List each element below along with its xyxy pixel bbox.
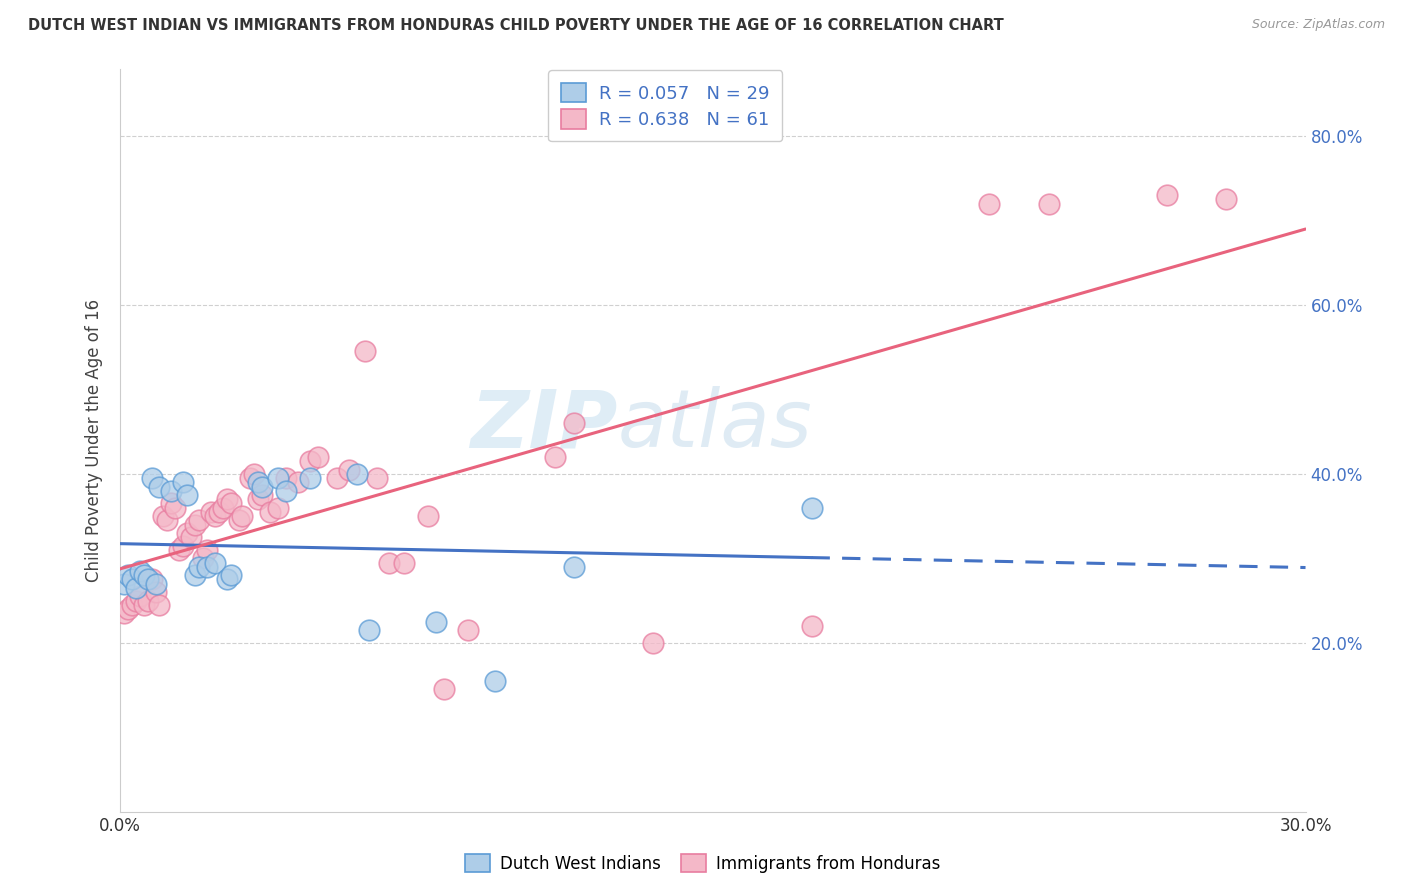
Point (247, 475, 270, 490)
Point (243, 467, 266, 481)
Point (160, 496, 183, 510)
Point (228, 513, 250, 527)
Point (484, 673, 506, 688)
Point (184, 568, 207, 582)
Point (425, 615, 447, 629)
Point (274, 483, 297, 498)
Point (125, 581, 148, 595)
Point (800, 619, 823, 633)
Point (145, 576, 167, 591)
Point (298, 471, 321, 485)
Point (643, 636, 665, 650)
Point (191, 551, 214, 566)
Point (176, 488, 198, 502)
Point (112, 607, 135, 621)
Text: atlas: atlas (617, 386, 813, 464)
Point (544, 450, 567, 464)
Point (346, 467, 368, 481)
Point (176, 526, 198, 541)
Point (252, 479, 274, 493)
Point (800, 500, 823, 515)
Point (141, 573, 163, 587)
Point (148, 479, 170, 493)
Point (267, 471, 290, 485)
Point (377, 556, 399, 570)
Point (219, 496, 242, 510)
Point (172, 539, 194, 553)
Point (1156, 188, 1178, 202)
Point (1038, 196, 1060, 211)
Point (204, 509, 226, 524)
Point (117, 602, 139, 616)
Point (219, 568, 242, 582)
Point (167, 542, 190, 557)
Point (188, 513, 211, 527)
Point (239, 471, 262, 485)
Point (195, 542, 218, 557)
Text: Source: ZipAtlas.com: Source: ZipAtlas.com (1251, 18, 1385, 31)
Point (117, 568, 139, 582)
Point (259, 505, 281, 519)
Point (125, 593, 148, 607)
Point (457, 623, 479, 637)
Legend: Dutch West Indians, Immigrants from Honduras: Dutch West Indians, Immigrants from Hond… (458, 847, 948, 880)
Point (433, 682, 456, 697)
Point (326, 471, 349, 485)
Text: DUTCH WEST INDIAN VS IMMIGRANTS FROM HONDURAS CHILD POVERTY UNDER THE AGE OF 16 : DUTCH WEST INDIAN VS IMMIGRANTS FROM HON… (28, 18, 1004, 33)
Point (128, 564, 150, 578)
Point (1215, 193, 1237, 207)
Point (145, 585, 167, 599)
Point (141, 471, 163, 485)
Point (307, 450, 329, 464)
Point (172, 475, 194, 490)
Point (136, 573, 159, 587)
Point (564, 559, 586, 574)
Point (121, 573, 143, 587)
Point (195, 559, 218, 574)
Point (200, 505, 222, 519)
Point (156, 513, 179, 527)
Point (298, 454, 321, 468)
Point (132, 568, 155, 582)
Point (267, 500, 290, 515)
Point (418, 509, 440, 524)
Point (204, 556, 226, 570)
Legend: R = 0.057   N = 29, R = 0.638   N = 61: R = 0.057 N = 29, R = 0.638 N = 61 (548, 70, 782, 142)
Point (366, 471, 388, 485)
Point (121, 598, 143, 612)
Point (180, 530, 202, 544)
Point (132, 598, 155, 612)
Point (979, 196, 1001, 211)
Point (128, 590, 150, 604)
Point (564, 416, 586, 430)
Point (357, 623, 380, 637)
Point (160, 483, 183, 498)
Point (152, 509, 174, 524)
Point (184, 517, 207, 532)
Point (148, 598, 170, 612)
Point (394, 556, 416, 570)
Point (112, 576, 135, 591)
Point (211, 500, 233, 515)
Point (231, 509, 253, 524)
Point (208, 505, 231, 519)
Point (247, 492, 270, 507)
Point (252, 488, 274, 502)
Point (136, 593, 159, 607)
Point (188, 559, 211, 574)
Point (215, 492, 238, 507)
Point (287, 475, 309, 490)
Point (354, 344, 377, 359)
Point (215, 573, 238, 587)
Point (165, 500, 187, 515)
Text: ZIP: ZIP (471, 386, 617, 464)
Point (337, 463, 360, 477)
Point (274, 471, 297, 485)
Y-axis label: Child Poverty Under the Age of 16: Child Poverty Under the Age of 16 (86, 299, 103, 582)
